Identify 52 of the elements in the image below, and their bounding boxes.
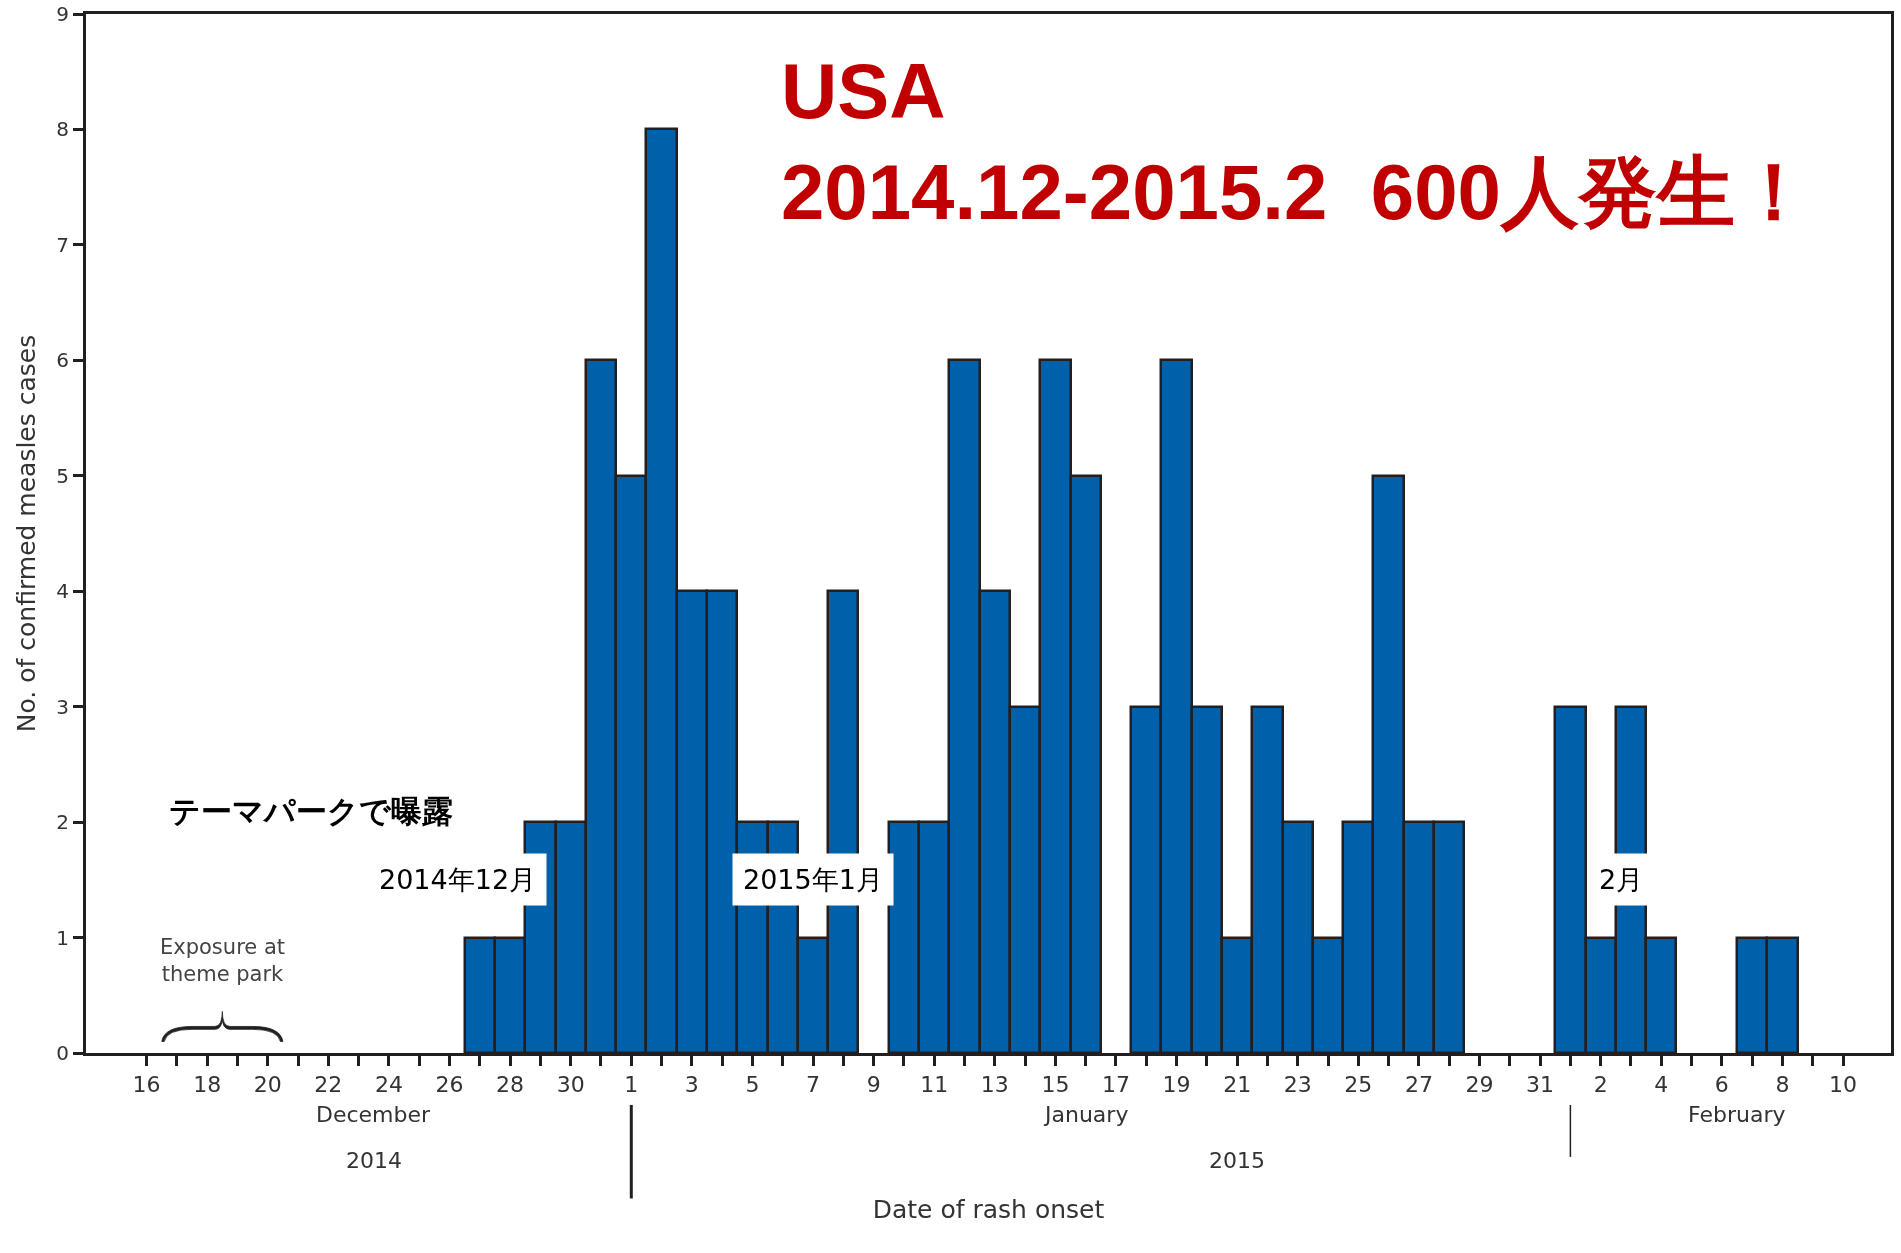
x-tick-label: 28 xyxy=(496,1072,525,1098)
x-tick-label: 4 xyxy=(1654,1072,1669,1098)
x-tick-label: 10 xyxy=(1829,1072,1858,1098)
x-tick-label: 16 xyxy=(132,1072,161,1098)
x-tick-label: 18 xyxy=(193,1072,222,1098)
x-tick-label: 7 xyxy=(806,1072,821,1098)
x-tick-label: 3 xyxy=(684,1072,699,1098)
x-tick-label: 15 xyxy=(1041,1072,1070,1098)
x-tick-label: 6 xyxy=(1714,1072,1729,1098)
x-tick-label: 22 xyxy=(314,1072,343,1098)
y-tick-label: 9 xyxy=(56,2,69,26)
x-tick-label: 8 xyxy=(1775,1072,1790,1098)
text: 2015 xyxy=(1209,1148,1265,1173)
annotation: 2015年1月 xyxy=(743,864,883,895)
y-tick-label: 8 xyxy=(56,117,69,142)
y-tick-label: 6 xyxy=(56,348,69,373)
y-tick-label: 2 xyxy=(56,810,69,835)
y-tick-label: 7 xyxy=(56,232,69,257)
annotation: テーマパークで曝露 xyxy=(169,793,453,829)
y-tick-label: 5 xyxy=(56,463,69,488)
y-tick-label: 0 xyxy=(56,1041,69,1065)
text: December xyxy=(316,1102,432,1127)
y-tick-label: 3 xyxy=(56,694,69,719)
text: USA 2014.12-2015.2 600人発生！ xyxy=(780,46,1813,237)
text: January xyxy=(1043,1102,1129,1127)
x-tick-label: 1 xyxy=(624,1072,639,1098)
y-axis-title: No. of confirmed measles cases xyxy=(12,334,42,733)
text: February xyxy=(1688,1102,1786,1127)
x-tick-label: 26 xyxy=(435,1072,464,1098)
x-tick-label: 24 xyxy=(374,1072,403,1098)
annotation: 2014年12月 xyxy=(379,864,537,895)
x-tick-label: 19 xyxy=(1162,1072,1191,1098)
annotation: Exposure at theme park xyxy=(160,935,285,987)
x-tick-label: 13 xyxy=(980,1072,1009,1098)
x-tick-label: 5 xyxy=(745,1072,760,1098)
x-tick-label: 27 xyxy=(1404,1072,1433,1098)
annotation: 2月 xyxy=(1599,864,1644,895)
x-axis-title: Date of rash onset xyxy=(872,1195,1105,1225)
x-tick-label: 11 xyxy=(920,1072,949,1098)
x-tick-label: 29 xyxy=(1465,1072,1494,1098)
x-tick-label: 23 xyxy=(1283,1072,1312,1098)
x-tick-label: 20 xyxy=(253,1072,282,1098)
x-tick-label: 30 xyxy=(556,1072,585,1098)
y-tick-label: 4 xyxy=(56,579,69,604)
x-tick-label: 21 xyxy=(1223,1072,1252,1098)
x-tick-label: 2 xyxy=(1593,1072,1608,1098)
x-tick-label: 17 xyxy=(1101,1072,1130,1098)
x-tick-label: 25 xyxy=(1344,1072,1373,1098)
y-tick-label: 1 xyxy=(56,925,69,950)
x-tick-label: 9 xyxy=(866,1072,881,1098)
text: 2014 xyxy=(346,1148,402,1173)
x-tick-label: 31 xyxy=(1526,1072,1555,1098)
